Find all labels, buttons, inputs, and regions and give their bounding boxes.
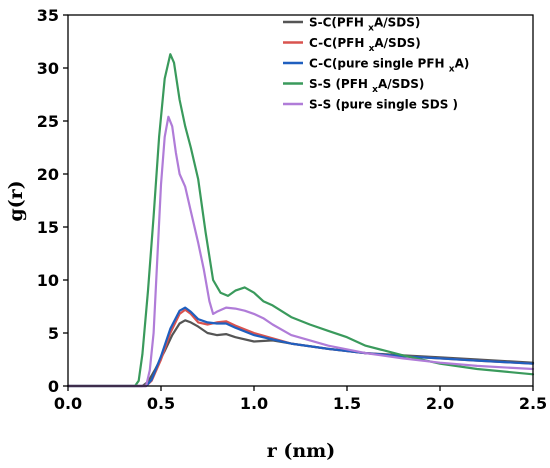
legend-label-3: C-C(pure single PFH xA) [309,57,469,75]
y-tick-label: 35 [37,6,59,25]
series-line-3 [66,306,535,388]
legend: S-C(PFH xA/SDS) C-C(PFH xA/SDS) C-C(pure s… [283,16,469,112]
legend-label-5: S-S (pure single SDS ) [309,98,458,112]
series-line-5 [66,115,535,388]
x-tick-label: 1.0 [240,394,268,413]
legend-label-2: C-C(PFH xA/SDS) [309,36,421,54]
legend-label-4: S-S (PFH xA/SDS) [309,77,424,95]
plot-frame [67,14,534,387]
x-tick-label: 2.0 [426,394,454,413]
y-tick-label: 5 [48,324,59,343]
y-tick-label: 20 [37,165,59,184]
series-line-1 [66,319,535,388]
y-tick-label: 10 [37,271,59,290]
x-tick-label: 1.5 [333,394,361,413]
x-tick-label: 0.0 [54,394,82,413]
x-tick-label: 0.5 [147,394,175,413]
legend-label-1: S-C(PFH xA/SDS) [309,16,420,34]
plot-area [66,53,535,388]
y-tick-label: 30 [37,59,59,78]
axes: r (nm) g(r) 0.0 0.5 1.0 1.5 2.0 2.5 0 5 10 15 20 25… [5,6,547,462]
series-line-4 [66,53,535,388]
y-tick-label: 15 [37,218,59,237]
y-tick-label: 25 [37,112,59,131]
x-tick-label: 2.5 [519,394,547,413]
x-axis-title: r (nm) [267,440,336,462]
y-tick-label: 0 [48,377,59,396]
y-axis-title: g(r) [5,180,27,221]
